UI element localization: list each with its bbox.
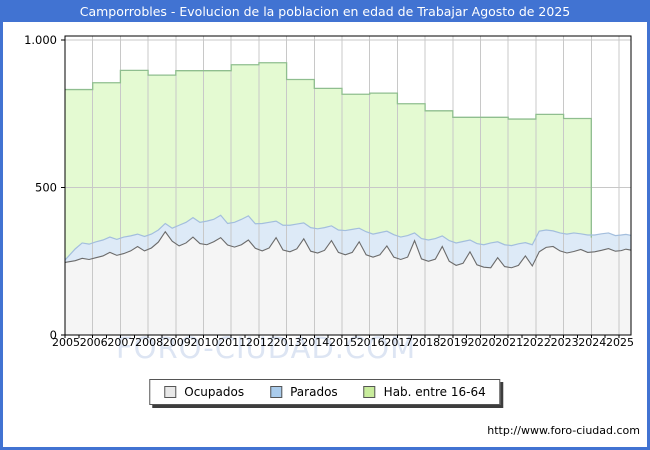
x-tick-label: 2020: [468, 336, 496, 349]
x-tick-label: 2007: [107, 336, 135, 349]
x-tick-label: 2016: [357, 336, 385, 349]
legend-item-ocupados: Ocupados: [164, 385, 244, 399]
x-tick-label: 2014: [301, 336, 329, 349]
x-tick-label: 2023: [551, 336, 579, 349]
legend-label-hab16-64: Hab. entre 16-64: [383, 385, 486, 399]
parados-swatch-icon: [270, 386, 283, 398]
x-tick-label: 2005: [52, 336, 80, 349]
x-tick-label: 2017: [384, 336, 412, 349]
legend-item-parados: Parados: [270, 385, 338, 399]
watermark-text: FORO-CIUDAD.COM: [116, 331, 417, 365]
x-tick-label: 2010: [191, 336, 219, 349]
ocupados-swatch-icon: [164, 386, 177, 398]
plot-frame: [64, 35, 632, 336]
x-tick-label: 2015: [329, 336, 357, 349]
legend-label-ocupados: Ocupados: [184, 385, 245, 399]
x-tick-label: 2024: [578, 336, 606, 349]
x-tick-label: 2019: [440, 336, 468, 349]
x-tick-label: 2021: [495, 336, 523, 349]
chart-legend: Ocupados Parados Hab. entre 16-64: [149, 379, 501, 405]
x-tick-label: 2022: [523, 336, 551, 349]
x-tick-label: 2006: [80, 336, 108, 349]
x-tick-label: 2025: [606, 336, 634, 349]
legend-item-hab16-64: Hab. entre 16-64: [363, 385, 486, 399]
ocupados-line: [64, 230, 631, 269]
parados-line: [64, 214, 631, 261]
legend-label-parados: Parados: [290, 385, 338, 399]
window-title: Camporrobles - Evolucion de la poblacion…: [0, 0, 650, 22]
y-tick-label: 500: [35, 181, 57, 195]
x-tick-label: 2018: [412, 336, 440, 349]
hab16-64-swatch-icon: [363, 386, 376, 398]
x-tick-label: 2009: [163, 336, 191, 349]
ocupados-area: [65, 231, 631, 335]
x-tick-label: 2013: [274, 336, 302, 349]
y-tick-label: 0: [50, 328, 57, 342]
footer-url: http://www.foro-ciudad.com: [487, 424, 640, 437]
y-tick-label: 1.000: [24, 33, 57, 47]
x-tick-label: 2012: [246, 336, 274, 349]
x-tick-label: 2011: [218, 336, 246, 349]
x-tick-label: 2008: [135, 336, 163, 349]
hab16-64-line: [65, 62, 592, 238]
